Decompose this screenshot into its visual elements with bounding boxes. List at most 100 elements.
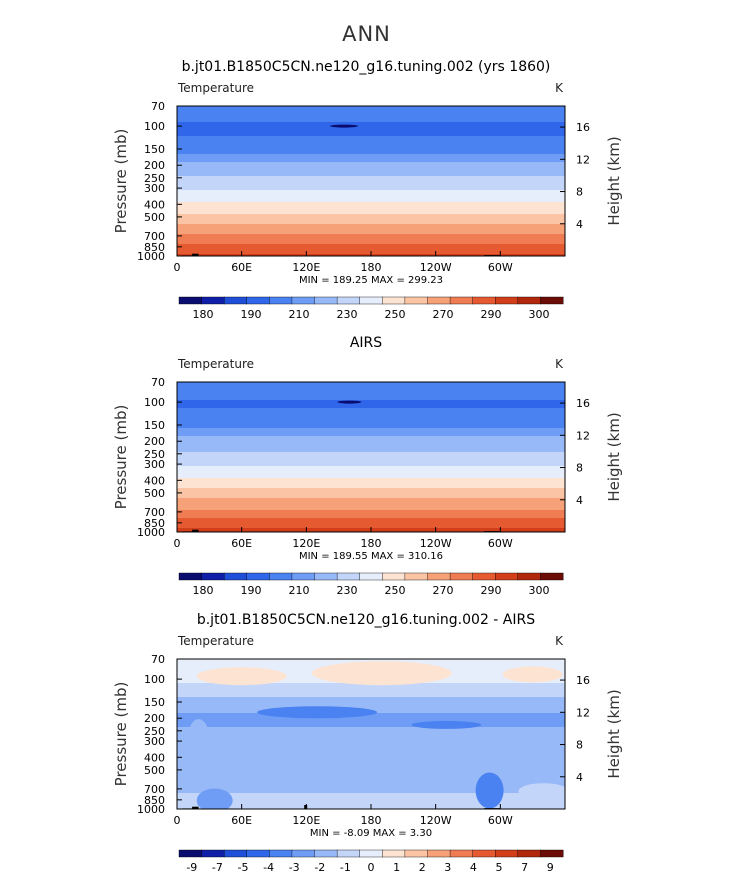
colorbar-swatch	[223, 572, 248, 581]
colorbar-label: -1	[340, 861, 351, 872]
lon-tick-label: 60W	[488, 261, 513, 274]
pressure-tick-label: 500	[144, 211, 165, 224]
contour-band	[177, 801, 565, 804]
pressure-tick-label: 700	[144, 230, 165, 243]
colorbar-swatch	[427, 849, 451, 858]
colorbar-label: 300	[529, 308, 550, 321]
height-tick-label: 8	[576, 739, 583, 752]
contour-band	[177, 498, 565, 501]
contour-band	[177, 144, 565, 147]
colorbar-label: 7	[521, 861, 528, 872]
colorbar-swatch	[314, 849, 338, 858]
contour-band	[177, 192, 565, 195]
contour-band	[177, 490, 565, 493]
colorbar-swatch	[449, 296, 474, 305]
contour-band	[177, 460, 565, 463]
anomaly-region	[196, 788, 233, 809]
contour-band	[177, 428, 565, 431]
contour-band	[177, 178, 565, 181]
contour-band	[177, 390, 565, 393]
tropopause-minimum	[330, 124, 359, 128]
contour-band	[177, 701, 565, 704]
colorbar-label: 270	[433, 584, 454, 597]
colorbar-swatch	[540, 849, 564, 858]
contour-band	[177, 779, 565, 782]
contour-band	[177, 446, 565, 449]
colorbar-swatch	[291, 296, 316, 305]
contour-band	[177, 729, 565, 732]
pressure-tick-label: 200	[144, 435, 165, 448]
colorbar-label: 270	[433, 308, 454, 321]
contour-band	[177, 148, 565, 151]
contour-band	[177, 775, 565, 778]
contour-band	[177, 138, 565, 141]
contour-band	[177, 220, 565, 223]
colorbar-label: 180	[193, 584, 214, 597]
ylabel-height: Height (km)	[605, 136, 623, 225]
land-mask	[192, 529, 199, 532]
contour-band	[177, 158, 565, 161]
contour-band	[177, 466, 565, 469]
lon-tick-label: 120E	[292, 814, 320, 827]
ylabel-height: Height (km)	[605, 412, 623, 501]
contour-band	[177, 693, 565, 696]
colorbar-swatch	[472, 296, 496, 305]
height-tick-label: 8	[576, 462, 583, 475]
colorbar-swatch	[201, 572, 225, 581]
contour-band	[177, 518, 565, 521]
contour-band	[177, 162, 565, 165]
colorbar-label: 250	[385, 584, 406, 597]
contour-band	[177, 232, 565, 235]
contour-band	[177, 422, 565, 425]
contour-band	[177, 240, 565, 243]
pressure-tick-label: 500	[144, 487, 165, 500]
variable-label: Temperature	[177, 634, 254, 648]
contour-band	[177, 208, 565, 211]
height-tick-label: 16	[576, 397, 590, 410]
lon-tick-label: 0	[174, 261, 181, 274]
colorbar-swatch	[314, 296, 338, 305]
contour-band	[177, 767, 565, 770]
height-tick-label: 4	[576, 218, 583, 231]
pressure-tick-label: 100	[144, 673, 165, 686]
contour-band	[177, 705, 565, 708]
colorbar-swatch	[495, 296, 519, 305]
colorbar-swatch	[201, 296, 225, 305]
ylabel-height: Height (km)	[605, 689, 623, 778]
colorbar-swatch	[223, 849, 248, 858]
contour-band	[177, 470, 565, 473]
contour-band	[177, 787, 565, 790]
contour-band	[177, 238, 565, 241]
colorbar-swatch	[472, 572, 496, 581]
pressure-tick-label: 250	[144, 448, 165, 461]
contour-band	[177, 444, 565, 447]
contour-band	[177, 506, 565, 509]
contour-band	[177, 697, 565, 700]
pressure-tick-label: 250	[144, 725, 165, 738]
panel-title: b.jt01.B1850C5CN.ne120_g16.tuning.002 - …	[197, 612, 535, 628]
contour-band	[177, 172, 565, 175]
lon-tick-label: 60E	[231, 261, 252, 274]
land-mask	[192, 806, 199, 809]
contour-band	[177, 400, 565, 403]
contour-band	[177, 721, 565, 724]
pressure-tick-label: 150	[144, 696, 165, 709]
lon-tick-label: 180	[361, 814, 382, 827]
pressure-tick-label: 1000	[137, 526, 165, 539]
contour-band	[177, 170, 565, 173]
contour-band	[177, 134, 565, 137]
height-tick-label: 12	[576, 153, 590, 166]
colorbar-label: 180	[193, 308, 214, 321]
contour-band	[177, 494, 565, 497]
contour-field	[177, 106, 565, 256]
contour-band	[177, 234, 565, 237]
pressure-tick-label: 300	[144, 458, 165, 471]
contour-band	[177, 703, 565, 706]
lon-tick-label: 120E	[292, 261, 320, 274]
colorbar-swatch	[449, 849, 474, 858]
colorbar-label: 1	[393, 861, 400, 872]
contour-band	[177, 394, 565, 397]
colorbar-swatch	[314, 572, 338, 581]
contour-band	[177, 691, 565, 694]
